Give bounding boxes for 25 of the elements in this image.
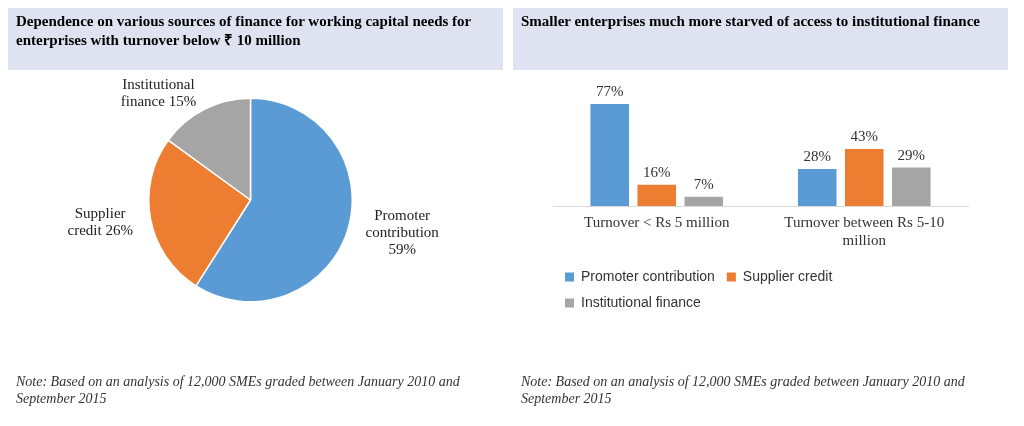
legend-label: Promoter contribution — [581, 267, 715, 284]
data-label: 16% — [643, 164, 671, 181]
bar — [797, 168, 837, 206]
chart-title: Smaller enterprises much more starved of access to institutional finance — [513, 8, 1008, 70]
x-tick-label: Turnover between Rs 5-10 million — [784, 213, 945, 248]
text: Note: Based on an analysis of 12,000 SMEs graded between January 2010 and September 2015 — [521, 373, 966, 407]
data-label: 77% — [595, 83, 624, 100]
data-label: 59% — [388, 241, 416, 258]
bar — [637, 184, 677, 206]
x-tick-label: Turnover < Rs 5 million — [584, 213, 730, 230]
chart-title: Dependence on various sources of finance for working capital needs for enterprises with turnover below ₹ 10 million — [8, 8, 503, 70]
bar — [892, 167, 931, 206]
legend-label: Institutional finance — [581, 293, 702, 310]
legend-label: Supplier credit — [742, 267, 833, 284]
data-label: 29% — [897, 147, 926, 164]
bar — [590, 103, 629, 206]
data-label: 28% — [803, 148, 831, 165]
slice-label: Promoter contribution — [365, 207, 440, 241]
bar — [684, 196, 724, 206]
slice-label: Institutional finance 15% — [120, 75, 197, 109]
slice-label: Supplier credit 26% — [67, 204, 133, 238]
data-label: 43% — [850, 128, 878, 145]
data-label: 7% — [693, 176, 714, 193]
bar — [844, 149, 884, 206]
text: Note: Based on an analysis of 12,000 SMEs graded between January 2010 and September 2015 — [16, 373, 461, 407]
